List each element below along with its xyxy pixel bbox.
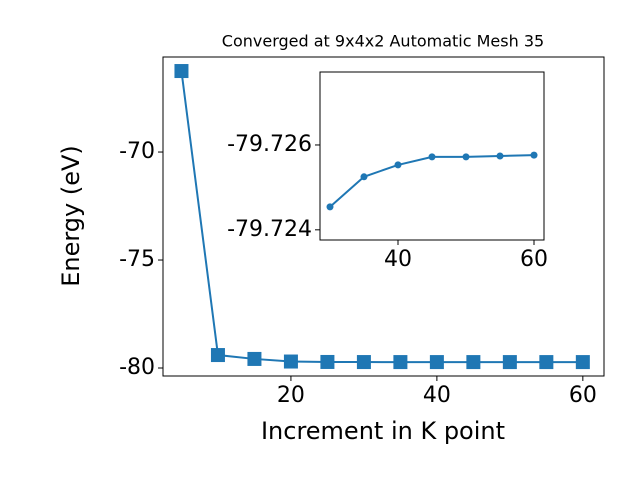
data-point <box>428 153 436 161</box>
x-tick-label: 60 <box>569 383 597 408</box>
data-point <box>530 151 538 159</box>
axes-frame <box>162 56 605 377</box>
chart-title: Converged at 9x4x2 Automatic Mesh 35 <box>222 32 544 51</box>
x-tick-label: 40 <box>384 247 412 272</box>
y-tick-label: -80 <box>119 355 155 380</box>
data-point <box>356 355 371 370</box>
y-tick-label: -79.724 <box>227 217 312 242</box>
data-point <box>174 64 189 79</box>
data-point <box>466 355 481 370</box>
x-axis-label: Increment in K point <box>261 417 505 445</box>
y-axis-label: Energy (eV) <box>57 145 85 287</box>
data-point <box>462 153 470 161</box>
data-point <box>393 355 408 370</box>
data-point <box>326 203 334 211</box>
data-point <box>283 354 298 369</box>
data-point <box>575 355 590 370</box>
data-point <box>394 161 402 169</box>
y-tick-label: -79.726 <box>227 132 312 157</box>
data-point <box>320 354 335 369</box>
data-point <box>429 355 444 370</box>
x-tick-label: 60 <box>520 247 548 272</box>
x-tick-label: 40 <box>423 383 451 408</box>
y-tick-label: -70 <box>119 139 155 164</box>
data-point <box>247 351 262 366</box>
data-point <box>360 173 368 181</box>
data-point <box>502 355 517 370</box>
data-point <box>210 348 225 363</box>
data-point <box>539 355 554 370</box>
axes-frame <box>319 71 545 241</box>
x-tick-label: 20 <box>277 383 305 408</box>
data-point <box>496 152 504 160</box>
y-tick-label: -75 <box>119 247 155 272</box>
